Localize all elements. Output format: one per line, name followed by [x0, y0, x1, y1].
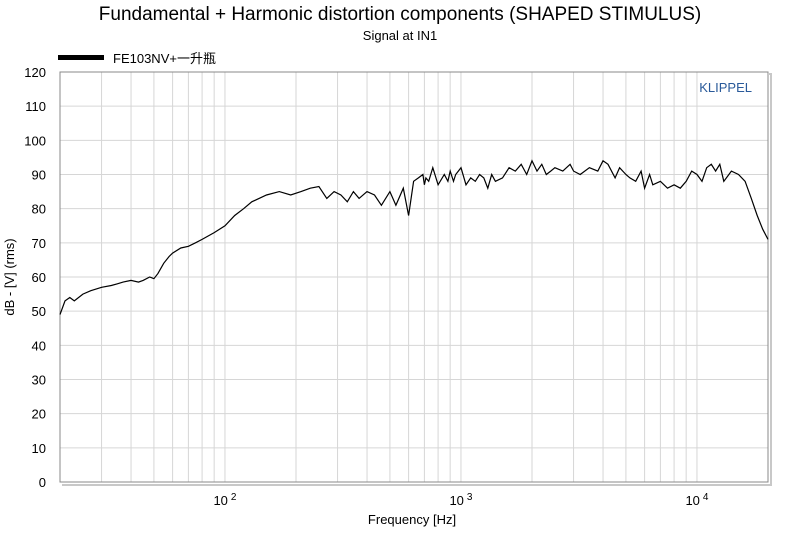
y-tick-label: 40 — [32, 338, 46, 353]
y-tick-label: 70 — [32, 236, 46, 251]
y-tick-label: 30 — [32, 373, 46, 388]
plot-frame — [59, 71, 769, 483]
y-tick-label: 100 — [24, 133, 46, 148]
y-axis-label: dB - [V] (rms) — [2, 238, 17, 315]
y-tick-label: 0 — [39, 475, 46, 490]
legend-label: FE103NV+一升瓶 — [113, 51, 216, 66]
x-tick-labels: 10 2 10 3 10 4 — [213, 492, 708, 508]
x-tick-label: 10 4 — [685, 492, 708, 508]
x-axis-label: Frequency [Hz] — [368, 512, 456, 527]
series-line-fe103nv — [59, 159, 769, 315]
chart-title: Fundamental + Harmonic distortion compon… — [99, 4, 701, 25]
y-tick-label: 80 — [32, 202, 46, 217]
x-tick-label: 10 2 — [213, 492, 236, 508]
y-tick-label: 20 — [32, 407, 46, 422]
legend-swatch — [58, 55, 104, 60]
grid-lines — [60, 71, 768, 483]
frame-shadow — [62, 73, 772, 486]
x-tick-label: 10 3 — [449, 492, 472, 508]
y-tick-label: 60 — [32, 270, 46, 285]
y-tick-label: 120 — [24, 65, 46, 80]
y-tick-label: 110 — [25, 99, 46, 114]
y-tick-labels: 0 10 20 30 40 50 60 70 80 90 100 110 120 — [24, 65, 46, 490]
y-tick-label: 10 — [32, 441, 46, 456]
y-tick-label: 90 — [32, 168, 46, 183]
y-tick-label: 50 — [32, 304, 46, 319]
legend: FE103NV+一升瓶 — [58, 51, 216, 66]
brand-label: KLIPPEL — [699, 80, 752, 95]
chart-subtitle: Signal at IN1 — [363, 28, 437, 43]
